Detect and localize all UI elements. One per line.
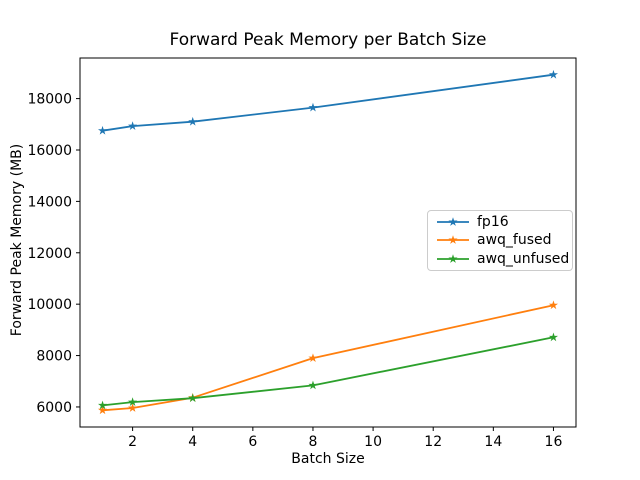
legend-swatch-awq_unfused: [437, 254, 469, 263]
x-tick-label: 14: [484, 434, 502, 450]
legend-item-awq_unfused: awq_unfused: [436, 250, 569, 268]
x-axis-label: Batch Size: [291, 451, 365, 467]
legend-label-awq_unfused: awq_unfused: [477, 250, 570, 267]
marker-awq_fused-batch-16: [548, 300, 559, 310]
marker-awq_fused-batch-2: [128, 403, 138, 412]
x-tick-label: 2: [128, 434, 137, 450]
x-tick-label: 10: [364, 434, 382, 450]
y-tick-label: 6000: [36, 400, 72, 416]
series-line-awq_fused: [102, 304, 554, 412]
legend-label-fp16: fp16: [477, 214, 509, 231]
legend-item-fp16: fp16: [436, 213, 564, 231]
marker-fp16-batch-1: [97, 125, 108, 135]
y-tick-label: 10000: [27, 297, 72, 313]
plot-border: [79, 57, 577, 428]
legend-swatch-awq_fused: [437, 235, 469, 245]
legend-star-icon: [448, 217, 458, 227]
marker-awq_unfused-batch-16: [548, 332, 559, 342]
series-line-awq_unfused: [102, 336, 554, 407]
marker-fp16-batch-16: [548, 69, 559, 79]
y-tick-label: 14000: [27, 194, 72, 210]
x-tick-label: 6: [248, 434, 257, 450]
y-tick-label: 18000: [27, 92, 72, 108]
marker-awq_fused-batch-1: [97, 405, 108, 415]
x-tick-label: 12: [424, 434, 442, 450]
series-line-fp16: [102, 73, 554, 132]
y-tick-label: 8000: [36, 349, 72, 365]
marker-awq_unfused-batch-2: [128, 397, 138, 406]
marker-awq_fused-batch-8: [308, 353, 318, 363]
x-tick-label: 4: [188, 434, 197, 450]
y-axis-label: Forward Peak Memory (MB): [9, 143, 25, 337]
legend-star-icon: [448, 235, 458, 245]
legend-star-icon: [448, 254, 458, 263]
marker-awq_unfused-batch-8: [308, 380, 318, 390]
marker-fp16-batch-2: [128, 121, 138, 130]
legend-swatch-fp16: [437, 217, 469, 227]
marker-fp16-batch-8: [308, 102, 318, 112]
y-tick-label: 16000: [27, 143, 72, 159]
marker-awq_unfused-batch-1: [97, 400, 108, 410]
marker-fp16-batch-4: [188, 116, 198, 126]
legend-item-awq_fused: awq_fused: [436, 231, 564, 249]
y-tick-label: 12000: [27, 246, 72, 262]
legend: fp16 awq_fused awq_unfused: [427, 210, 573, 271]
chart-title: Forward Peak Memory per Batch Size: [169, 30, 487, 50]
marker-awq_unfused-batch-4: [188, 393, 198, 403]
x-tick-label: 8: [309, 434, 318, 450]
legend-label-awq_fused: awq_fused: [477, 232, 552, 249]
x-tick-label: 16: [545, 434, 563, 450]
